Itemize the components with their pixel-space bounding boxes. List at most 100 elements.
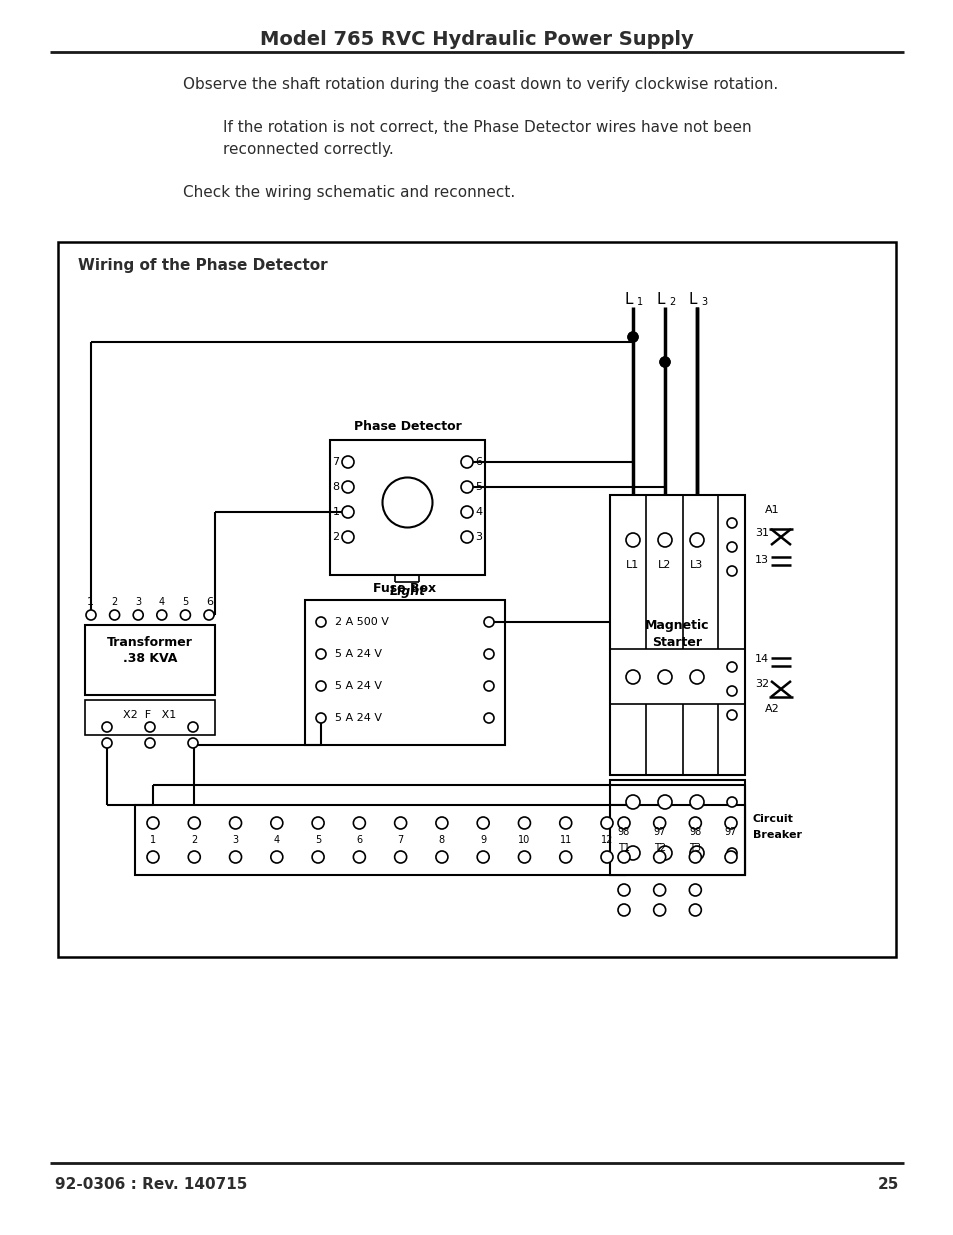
Text: T1: T1 bbox=[618, 844, 629, 853]
Text: 2 A 500 V: 2 A 500 V bbox=[335, 618, 389, 627]
Text: L: L bbox=[624, 291, 633, 306]
Circle shape bbox=[147, 818, 159, 829]
Circle shape bbox=[618, 884, 629, 897]
Circle shape bbox=[658, 795, 671, 809]
Circle shape bbox=[341, 531, 354, 543]
Circle shape bbox=[315, 680, 326, 692]
Circle shape bbox=[659, 357, 669, 367]
Circle shape bbox=[726, 566, 737, 576]
Circle shape bbox=[724, 818, 737, 829]
Text: Fuse Box: Fuse Box bbox=[373, 582, 436, 594]
Text: L2: L2 bbox=[658, 559, 671, 571]
Circle shape bbox=[658, 534, 671, 547]
Circle shape bbox=[627, 332, 638, 342]
Circle shape bbox=[726, 848, 737, 858]
Circle shape bbox=[653, 884, 665, 897]
Text: If the rotation is not correct, the Phase Detector wires have not been: If the rotation is not correct, the Phas… bbox=[223, 120, 751, 135]
Text: X2  F   X1: X2 F X1 bbox=[123, 710, 176, 720]
Bar bbox=[609, 781, 744, 876]
Text: Phase Detector: Phase Detector bbox=[354, 420, 461, 432]
Circle shape bbox=[625, 795, 639, 809]
Text: reconnected correctly.: reconnected correctly. bbox=[223, 142, 394, 157]
Circle shape bbox=[102, 722, 112, 732]
Text: 2: 2 bbox=[112, 597, 117, 606]
Circle shape bbox=[460, 480, 473, 493]
Text: Wiring of the Phase Detector: Wiring of the Phase Detector bbox=[78, 258, 327, 273]
Text: L: L bbox=[656, 291, 664, 306]
Circle shape bbox=[600, 818, 613, 829]
Circle shape bbox=[600, 851, 613, 863]
Text: Circuit: Circuit bbox=[752, 815, 793, 825]
Circle shape bbox=[658, 671, 671, 684]
Circle shape bbox=[188, 818, 200, 829]
Text: 1: 1 bbox=[637, 296, 642, 308]
Text: 1: 1 bbox=[87, 597, 94, 606]
Circle shape bbox=[341, 506, 354, 517]
Circle shape bbox=[188, 739, 198, 748]
Text: 5 A 24 V: 5 A 24 V bbox=[335, 650, 381, 659]
Circle shape bbox=[312, 818, 324, 829]
Bar bbox=[330, 440, 484, 576]
Text: 8: 8 bbox=[438, 835, 444, 845]
Circle shape bbox=[353, 818, 365, 829]
Circle shape bbox=[315, 650, 326, 659]
Circle shape bbox=[726, 517, 737, 529]
Circle shape bbox=[627, 332, 638, 342]
Circle shape bbox=[653, 818, 665, 829]
Text: L: L bbox=[688, 291, 697, 306]
Circle shape bbox=[147, 851, 159, 863]
Text: 11: 11 bbox=[559, 835, 571, 845]
Circle shape bbox=[726, 710, 737, 720]
Circle shape bbox=[618, 904, 629, 916]
Text: 14: 14 bbox=[754, 655, 768, 664]
Circle shape bbox=[86, 610, 96, 620]
Circle shape bbox=[188, 851, 200, 863]
Circle shape bbox=[689, 818, 700, 829]
Circle shape bbox=[476, 851, 489, 863]
Text: 6: 6 bbox=[355, 835, 362, 845]
Circle shape bbox=[689, 851, 700, 863]
Text: 2: 2 bbox=[332, 532, 339, 542]
Bar bbox=[58, 242, 895, 957]
Text: 9: 9 bbox=[479, 835, 486, 845]
Text: Observe the shaft rotation during the coast down to verify clockwise rotation.: Observe the shaft rotation during the co… bbox=[183, 77, 778, 91]
Text: 3: 3 bbox=[135, 597, 141, 606]
Text: T3: T3 bbox=[689, 844, 700, 853]
Text: Light: Light bbox=[389, 585, 425, 599]
Text: 8: 8 bbox=[332, 482, 339, 492]
Circle shape bbox=[312, 851, 324, 863]
Text: 3: 3 bbox=[233, 835, 238, 845]
Text: 98: 98 bbox=[688, 827, 700, 837]
Circle shape bbox=[483, 618, 494, 627]
Circle shape bbox=[517, 851, 530, 863]
Text: A2: A2 bbox=[764, 704, 779, 714]
Circle shape bbox=[315, 618, 326, 627]
Circle shape bbox=[341, 480, 354, 493]
Text: A1: A1 bbox=[764, 505, 779, 515]
Text: 2: 2 bbox=[668, 296, 675, 308]
Circle shape bbox=[483, 680, 494, 692]
Text: 5: 5 bbox=[475, 482, 482, 492]
Circle shape bbox=[689, 904, 700, 916]
Circle shape bbox=[689, 795, 703, 809]
Text: 2: 2 bbox=[191, 835, 197, 845]
Text: 12: 12 bbox=[600, 835, 613, 845]
Text: .38 KVA: .38 KVA bbox=[123, 652, 177, 666]
Text: 31: 31 bbox=[754, 529, 768, 538]
Text: 92-0306 : Rev. 140715: 92-0306 : Rev. 140715 bbox=[55, 1177, 247, 1192]
Bar bbox=[85, 625, 214, 695]
Text: 5 A 24 V: 5 A 24 V bbox=[335, 713, 381, 722]
Text: Model 765 RVC Hydraulic Power Supply: Model 765 RVC Hydraulic Power Supply bbox=[260, 30, 693, 49]
Circle shape bbox=[156, 610, 167, 620]
Text: 4: 4 bbox=[475, 508, 482, 517]
Circle shape bbox=[689, 534, 703, 547]
Circle shape bbox=[689, 884, 700, 897]
Text: Transformer: Transformer bbox=[107, 636, 193, 650]
Circle shape bbox=[110, 610, 119, 620]
Circle shape bbox=[133, 610, 143, 620]
Circle shape bbox=[689, 671, 703, 684]
Circle shape bbox=[395, 818, 406, 829]
Text: 32: 32 bbox=[754, 679, 768, 689]
Text: 3: 3 bbox=[700, 296, 706, 308]
Circle shape bbox=[341, 456, 354, 468]
